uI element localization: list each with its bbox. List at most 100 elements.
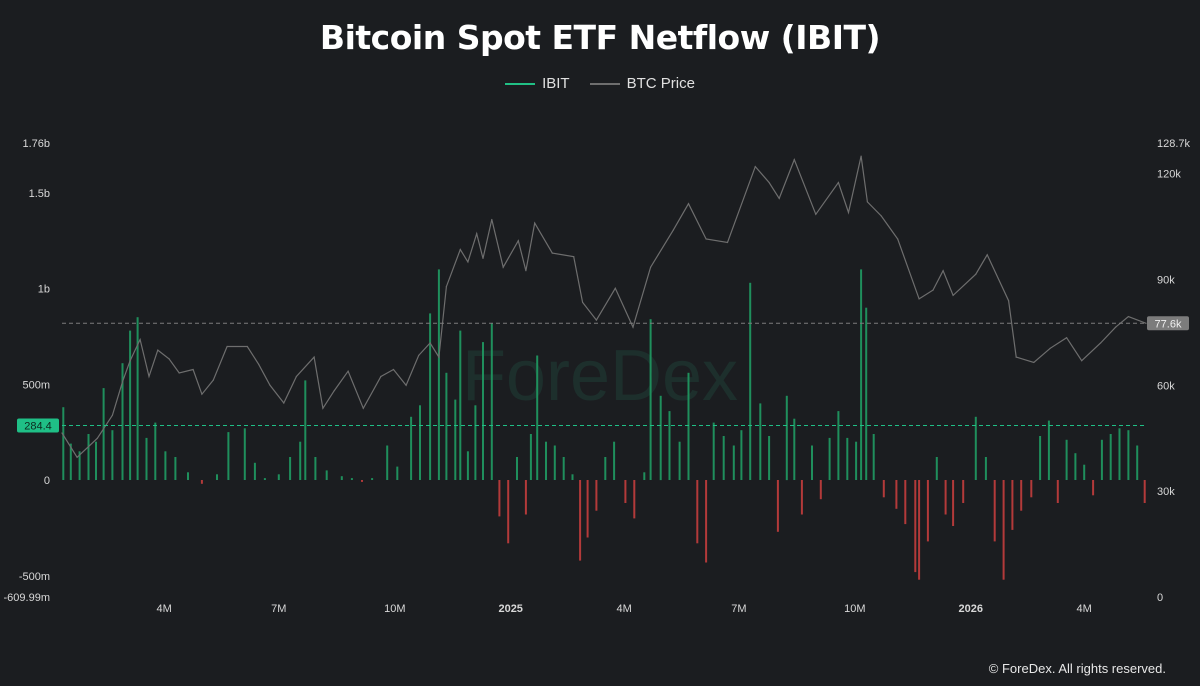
ibit-bar-40 [466,451,469,480]
ibit-bar-26 [325,470,328,480]
ibit-bar-7 [121,363,124,480]
left-axis-tick-2: 1b [38,284,50,296]
ibit-bar-50 [545,441,547,480]
ibit-bar-39 [459,330,462,480]
ibit-bar-74 [759,403,762,480]
ibit-bar-35 [429,313,432,480]
btc-price-point-11 [192,368,194,371]
ibit-bar-66 [687,372,690,480]
btc-price-point-75 [1100,342,1102,344]
btc-price-point-70 [1015,356,1017,358]
btc-price-point-50 [705,238,707,240]
btc-price-point-59 [860,155,862,157]
btc-price-point-33 [467,261,469,263]
btc-price-point-60 [866,201,869,203]
btc-price-point-25 [380,375,382,378]
x-axis-tick-4: 4M [617,603,632,615]
ibit-bar-109 [1065,439,1068,480]
ibit-bar-68 [705,480,708,563]
watermark-logo: ForeDex [462,336,738,416]
ibit-bar-32 [396,466,399,480]
btc-price-point-54 [778,197,780,199]
ibit-bar-28 [350,478,353,480]
x-axis-tick-5: 7M [731,603,746,615]
ibit-bar-2 [78,451,81,480]
ibit-bar-19 [253,462,256,480]
btc-price-point-9 [168,358,170,360]
ibit-bar-76 [776,480,779,532]
x-axis-tick-2: 10M [384,603,405,615]
btc-price-point-21 [322,407,324,409]
legend-item-btc-price[interactable]: BTC Price [589,75,695,92]
left-axis-tick-6: -609.99m [4,592,50,604]
legend-swatch-btc-price [589,82,620,85]
legend-item-ibit[interactable]: IBIT [505,75,570,92]
ibit-bar-93 [918,480,921,580]
ibit-bar-34 [419,405,421,480]
btc-price-point-16 [258,363,260,365]
current-value-markers: 284.4 77.6k [17,316,1189,433]
btc-price-point-36 [491,218,493,221]
ibit-bar-48 [529,434,532,480]
ibit-bar-82 [828,437,831,480]
ibit-bar-61 [643,472,646,480]
ibit-bar-79 [800,480,803,515]
btc-price-point-19 [295,375,297,378]
right-axis-tick-0: 128.7k [1157,138,1191,150]
right-axis-tick-3: 60k [1157,380,1175,392]
btc-price-point-58 [847,211,850,214]
ibit-bar-63 [659,395,662,481]
ibit-bar-107 [1047,420,1050,480]
ibit-bar-60 [633,480,636,519]
btc-price-point-35 [482,257,484,259]
btc-price-point-55 [793,159,795,161]
btc-price-point-31 [445,286,447,288]
btc-price-point-49 [687,203,690,205]
ibit-bar-46 [516,457,518,480]
btc-price-point-20 [313,356,315,358]
btc-price-point-77 [1127,316,1129,318]
ibit-bar-110 [1074,453,1077,480]
btc-price-point-37 [502,266,504,268]
ibit-bar-116 [1127,430,1130,480]
btc-price-point-76 [1115,326,1117,328]
ibit-bar-73 [749,282,752,480]
ibit-bar-72 [740,430,743,480]
btc-price-point-17 [269,384,271,386]
ibit-bar-80 [811,445,813,480]
btc-price-point-67 [975,273,977,275]
ibit-bar-97 [952,480,955,526]
ibit-bar-11 [154,422,157,480]
ibit-bar-78 [793,418,796,480]
ibit-bar-58 [613,441,616,480]
ibit-bar-75 [768,436,771,480]
ibit-bar-23 [299,441,302,480]
chart-legend: IBIT BTC Price [0,75,1200,92]
ibit-bar-113 [1100,439,1103,480]
btc-price-point-30 [438,356,440,358]
btc-current-badge [1147,316,1189,331]
ibit-bar-71 [732,445,735,480]
ibit-bar-84 [846,437,849,480]
btc-price-point-44 [595,319,598,321]
ibit-bar-30 [371,478,374,480]
btc-price-point-1 [76,456,78,458]
btc-price-point-0 [61,432,63,434]
ibit-bar-90 [895,480,898,509]
ibit-bar-94 [926,480,929,542]
ibit-bar-92 [914,480,917,573]
ibit-bar-3 [87,434,90,480]
ibit-bar-89 [882,480,885,498]
ibit-bar-10 [145,437,148,480]
btc-price-point-74 [1081,360,1083,362]
right-axis-tick-4: 30k [1157,486,1175,498]
ibit-bar-112 [1092,480,1095,496]
copyright-notice: © ForeDex. All rights reserved. [988,661,1166,676]
ibit-bar-88 [872,434,875,480]
ibit-bar-36 [437,269,440,480]
legend-swatch-ibit [505,82,536,85]
btc-price-point-57 [837,181,840,184]
ibit-bar-115 [1118,428,1121,480]
ibit-bar-47 [524,480,527,515]
